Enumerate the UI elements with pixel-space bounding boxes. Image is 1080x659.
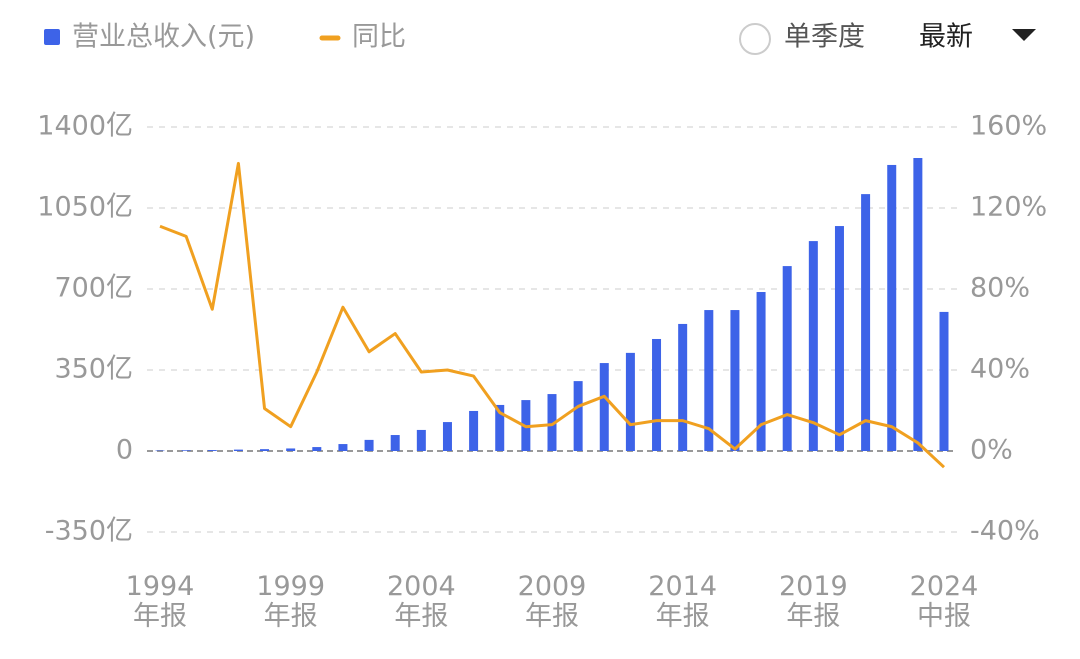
legend-label: 营业总收入(元) bbox=[72, 22, 255, 53]
y-tick-label: 1400亿 bbox=[37, 111, 133, 142]
x-tick-label: 2019 年报 bbox=[778, 571, 848, 632]
x-tick-label: 2009 年报 bbox=[517, 571, 587, 632]
bar bbox=[730, 310, 740, 451]
bar bbox=[390, 435, 400, 451]
y-tick-label: 0 bbox=[116, 435, 133, 466]
x-tick-label: 2004 年报 bbox=[386, 571, 456, 632]
bar bbox=[155, 450, 165, 452]
bar bbox=[416, 429, 426, 451]
line bbox=[159, 161, 946, 469]
bar bbox=[704, 310, 714, 451]
bar bbox=[652, 338, 662, 451]
bar bbox=[861, 194, 871, 451]
bar bbox=[260, 449, 270, 451]
x-tick-label: 2024 中报 bbox=[909, 571, 979, 632]
y2-tick-label: 120% bbox=[970, 192, 1047, 223]
dropdown-arrow[interactable] bbox=[1012, 29, 1036, 41]
y-tick-label: 1050亿 bbox=[37, 192, 133, 223]
bar bbox=[469, 410, 479, 451]
y-tick-label: 700亿 bbox=[54, 273, 133, 304]
y2-tick-label: 160% bbox=[970, 111, 1047, 142]
bar bbox=[338, 444, 348, 451]
bar bbox=[233, 449, 243, 451]
y2-tick-label: -40% bbox=[970, 516, 1040, 547]
bar bbox=[887, 164, 897, 451]
y-tick-label: -350亿 bbox=[45, 516, 133, 547]
bar bbox=[286, 448, 296, 451]
y2-tick-label: 80% bbox=[970, 273, 1030, 304]
legend-swatch bbox=[44, 29, 60, 45]
bar bbox=[547, 394, 557, 451]
single-quarter-toggle[interactable]: 单季度 bbox=[784, 22, 865, 53]
bar bbox=[913, 158, 923, 452]
bar bbox=[312, 447, 322, 451]
bar bbox=[834, 226, 844, 451]
period-select[interactable]: 最新 bbox=[919, 22, 973, 53]
bar bbox=[808, 241, 818, 451]
x-tick-label: 1994 年报 bbox=[125, 571, 195, 632]
radio[interactable] bbox=[739, 23, 771, 55]
bar bbox=[756, 292, 766, 451]
y-tick-label: 350亿 bbox=[54, 354, 133, 385]
bar bbox=[364, 439, 374, 451]
y2-tick-label: 40% bbox=[970, 354, 1030, 385]
legend-label: 同比 bbox=[352, 22, 406, 53]
bar bbox=[181, 450, 191, 451]
bar bbox=[599, 363, 609, 451]
bar bbox=[573, 381, 583, 451]
x-tick-label: 1999 年报 bbox=[256, 571, 326, 632]
y2-tick-label: 0% bbox=[970, 435, 1013, 466]
bar bbox=[442, 422, 452, 451]
bar bbox=[625, 352, 635, 451]
bar bbox=[207, 450, 217, 451]
bar bbox=[782, 266, 792, 451]
bar bbox=[939, 311, 949, 451]
bar bbox=[678, 323, 688, 451]
x-tick-label: 2014 年报 bbox=[648, 571, 718, 632]
bar bbox=[495, 404, 505, 451]
